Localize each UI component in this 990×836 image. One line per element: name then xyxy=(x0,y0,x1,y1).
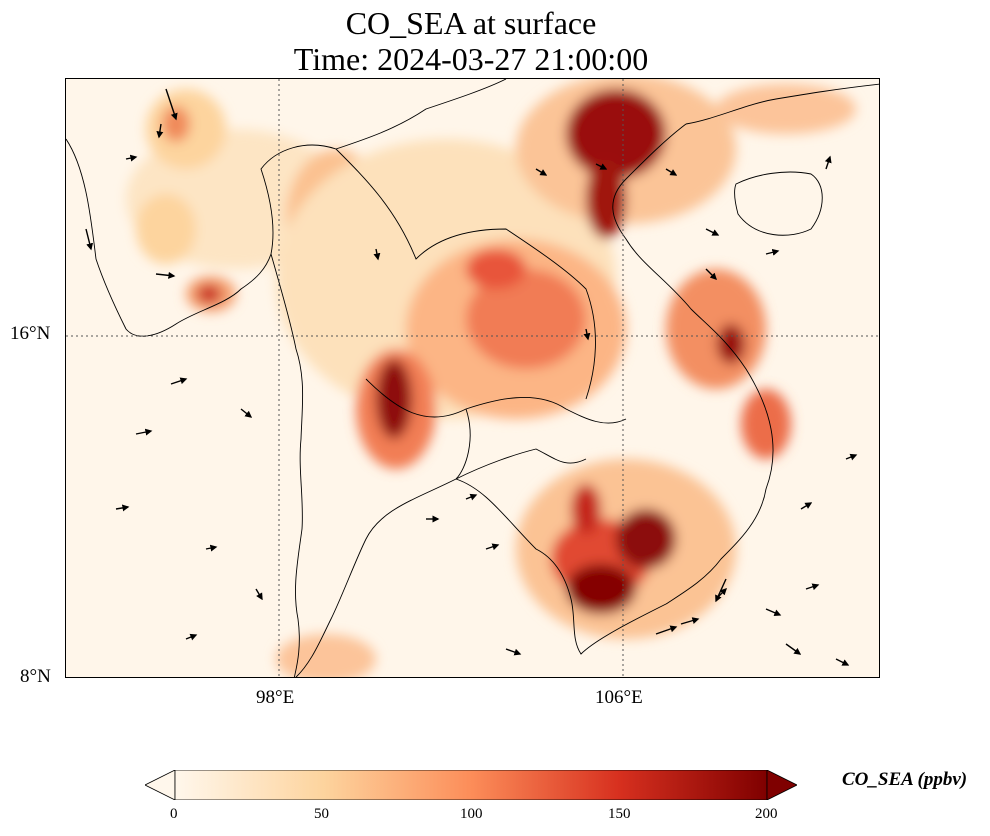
lon-tick-106e: 106°E xyxy=(595,687,643,708)
colorbar-tick-0: 0 xyxy=(170,806,178,822)
lon-tick-98e: 98°E xyxy=(256,687,295,708)
lat-tick-8n: 8°N xyxy=(20,666,51,687)
colorbar-min-extend xyxy=(145,770,176,800)
graticule xyxy=(66,79,879,677)
colorbar-max-extend xyxy=(766,770,797,800)
map-title: CO_SEA at surface xyxy=(345,5,597,41)
map-time-subtitle: Time: 2024-03-27 21:00:00 xyxy=(293,41,649,77)
colorbar-tick-50: 50 xyxy=(314,806,329,822)
colorbar xyxy=(145,770,797,800)
wind-vectors xyxy=(85,88,858,666)
map-panel[interactable] xyxy=(65,78,880,678)
co-concentration-field xyxy=(66,79,879,677)
colorbar-tick-100: 100 xyxy=(460,806,483,822)
colorbar-tick-200: 200 xyxy=(755,806,778,822)
lat-tick-16n: 16°N xyxy=(10,323,51,344)
colorbar-tick-150: 150 xyxy=(608,806,631,822)
colorbar-gradient xyxy=(174,770,768,800)
coastlines-and-borders xyxy=(66,79,879,677)
colorbar-label: CO_SEA (ppbv) xyxy=(842,769,968,790)
